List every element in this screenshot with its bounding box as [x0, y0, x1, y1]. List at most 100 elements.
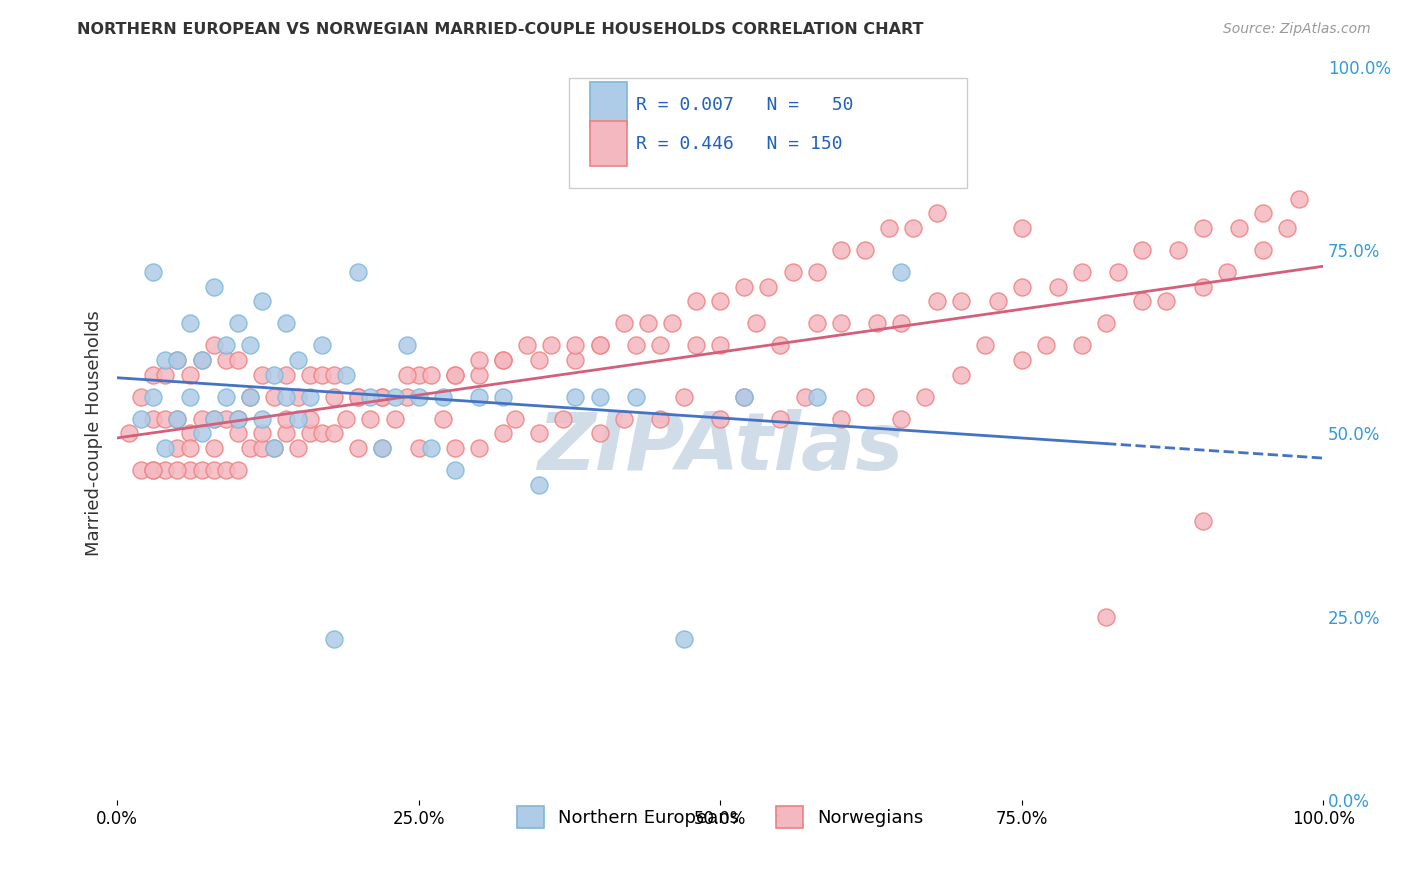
Point [769, 411, 792, 425]
Point [226, 463, 249, 477]
Point [444, 368, 467, 382]
Point [323, 632, 346, 646]
Point [239, 338, 262, 352]
Point [395, 338, 418, 352]
Point [890, 265, 912, 279]
Point [806, 265, 828, 279]
Point [179, 426, 201, 441]
Point [202, 411, 225, 425]
Point [492, 353, 515, 368]
Point [408, 390, 430, 404]
Point [1011, 353, 1033, 368]
Point [444, 463, 467, 477]
Point [239, 390, 262, 404]
Point [444, 441, 467, 455]
Point [492, 426, 515, 441]
Point [274, 368, 297, 382]
Point [142, 463, 165, 477]
Point [830, 411, 852, 425]
Point [588, 338, 610, 352]
Point [613, 317, 636, 331]
Point [685, 338, 707, 352]
Point [540, 338, 562, 352]
Text: R = 0.446   N = 150: R = 0.446 N = 150 [636, 135, 842, 153]
Point [299, 390, 322, 404]
Point [166, 441, 188, 455]
Point [890, 411, 912, 425]
Point [672, 390, 695, 404]
Point [359, 411, 381, 425]
Point [1011, 279, 1033, 293]
Point [347, 441, 370, 455]
Point [250, 411, 273, 425]
Point [179, 317, 201, 331]
Point [1107, 265, 1129, 279]
Point [323, 390, 346, 404]
Point [226, 411, 249, 425]
Point [371, 441, 394, 455]
Point [202, 463, 225, 477]
Point [166, 353, 188, 368]
Point [166, 411, 188, 425]
Point [395, 390, 418, 404]
Point [239, 441, 262, 455]
Point [250, 441, 273, 455]
Point [250, 294, 273, 309]
Point [492, 390, 515, 404]
Point [179, 368, 201, 382]
Point [648, 338, 671, 352]
Point [419, 441, 441, 455]
Point [564, 353, 586, 368]
Point [927, 294, 949, 309]
Point [529, 426, 551, 441]
Point [432, 411, 454, 425]
Point [299, 411, 322, 425]
Point [202, 279, 225, 293]
Point [274, 426, 297, 441]
Point [347, 265, 370, 279]
Point [853, 390, 876, 404]
Point [1191, 515, 1213, 529]
Point [468, 353, 491, 368]
Point [347, 390, 370, 404]
Point [709, 411, 731, 425]
Point [733, 390, 755, 404]
Point [131, 463, 153, 477]
Point [408, 368, 430, 382]
Point [250, 368, 273, 382]
Point [1275, 221, 1298, 235]
Point [986, 294, 1008, 309]
Point [1251, 243, 1274, 257]
Point [950, 294, 973, 309]
Point [468, 368, 491, 382]
Point [287, 353, 309, 368]
Point [155, 441, 177, 455]
Point [901, 221, 924, 235]
Point [624, 390, 647, 404]
Point [263, 441, 285, 455]
Point [166, 353, 188, 368]
Point [432, 390, 454, 404]
Point [408, 441, 430, 455]
Point [287, 390, 309, 404]
Point [564, 338, 586, 352]
Point [142, 411, 165, 425]
Point [190, 411, 212, 425]
Point [1191, 221, 1213, 235]
Point [588, 426, 610, 441]
Point [179, 441, 201, 455]
Point [263, 390, 285, 404]
Point [1130, 243, 1153, 257]
Point [190, 353, 212, 368]
Point [371, 441, 394, 455]
Point [709, 294, 731, 309]
Point [226, 411, 249, 425]
Point [733, 390, 755, 404]
Point [215, 463, 238, 477]
Point [853, 243, 876, 257]
Point [131, 390, 153, 404]
Point [1095, 609, 1118, 624]
Point [299, 368, 322, 382]
Point [371, 390, 394, 404]
Point [745, 317, 768, 331]
